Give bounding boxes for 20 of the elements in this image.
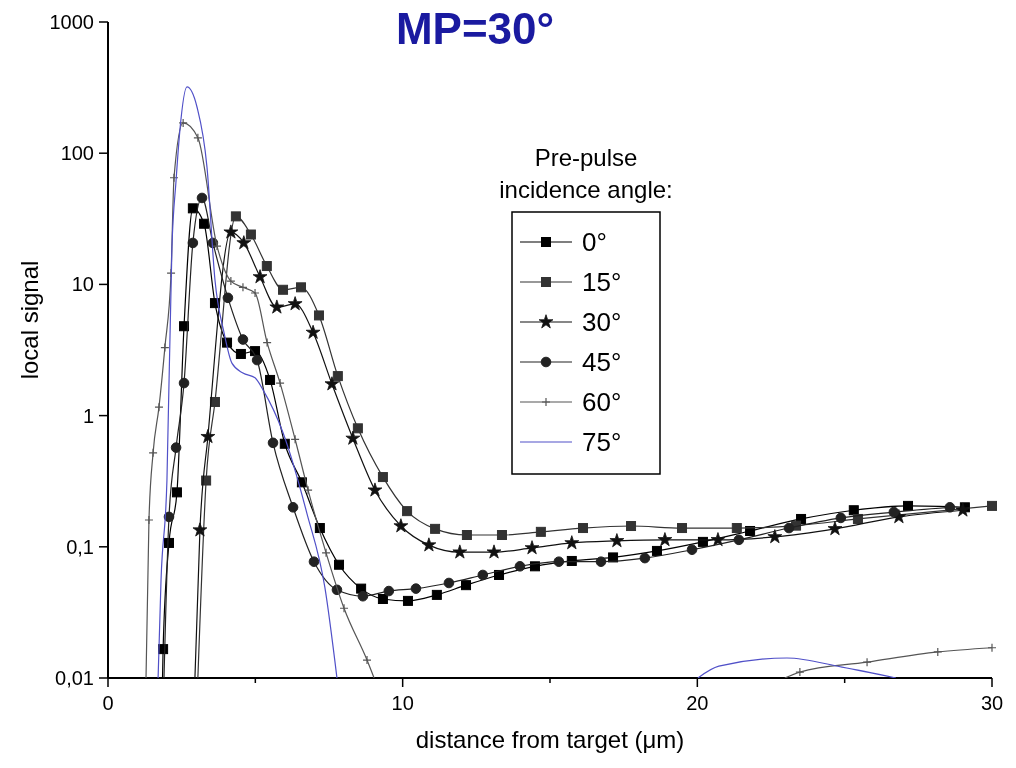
legend-label: 15° (582, 267, 622, 297)
y-tick-label: 100 (60, 142, 94, 165)
x-tick-label: 0 (102, 692, 114, 714)
legend-label: 60° (582, 387, 622, 417)
y-tick-label: 0,01 (55, 667, 94, 689)
y-tick-label: 0,1 (66, 535, 94, 558)
legend-label: 75° (582, 427, 622, 457)
legend-label: 30° (582, 307, 622, 337)
x-tick-label: 10 (391, 692, 414, 714)
y-tick-label: 1 (82, 404, 94, 427)
x-axis-title: distance from target (μm) (415, 726, 685, 753)
y-axis-title: local signal (16, 260, 43, 380)
legend-label: 45° (582, 347, 622, 377)
legend-label: 0° (582, 227, 607, 257)
legend-title: Pre-pulse incidence angle: (499, 144, 673, 203)
x-tick-label: 20 (686, 692, 709, 714)
x-tick-label: 30 (980, 692, 1004, 714)
y-tick-label: 1000 (49, 11, 94, 33)
y-tick-label: 10 (71, 273, 94, 296)
chart-title: MP=30° (395, 4, 555, 53)
